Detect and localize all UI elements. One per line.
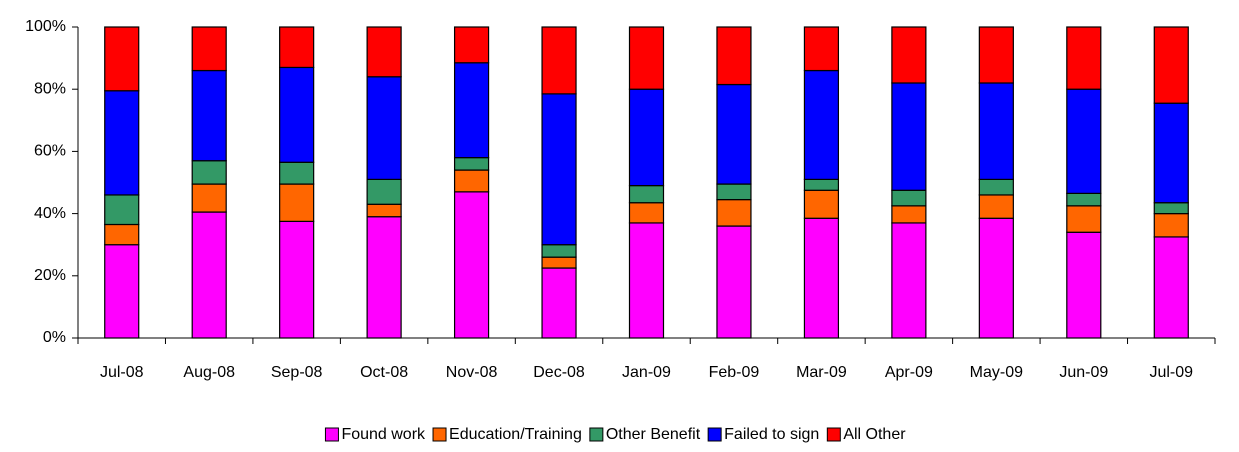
bar-segment <box>453 157 490 171</box>
bar-segment <box>541 256 577 269</box>
bar-segment <box>453 26 490 64</box>
bar-segment <box>716 83 752 185</box>
bar-segment <box>978 26 1014 84</box>
bar-segment <box>891 189 927 207</box>
bar-segment <box>191 183 227 213</box>
bar-segment <box>803 217 840 339</box>
bar-segment <box>891 205 927 224</box>
legend-label: Failed to sign <box>724 426 819 443</box>
bar-segment <box>104 223 140 246</box>
bar-segment <box>803 178 840 191</box>
bar-segment <box>366 178 402 205</box>
bar-segment <box>1066 205 1102 233</box>
x-tick-label: Oct-08 <box>360 364 408 381</box>
y-tick-label: 60% <box>34 143 66 160</box>
x-tick-label: Dec-08 <box>533 364 585 381</box>
bar-segment <box>628 88 665 187</box>
y-tick-label: 80% <box>34 80 66 97</box>
bar-segment <box>628 222 665 339</box>
y-tick-label: 100% <box>25 18 66 35</box>
bar-segment <box>716 183 752 201</box>
y-tick-label: 40% <box>34 205 66 222</box>
x-tick-label: Feb-09 <box>709 364 760 381</box>
bar-segment <box>541 93 577 246</box>
bar-segment <box>803 69 840 180</box>
legend-swatch <box>707 427 722 442</box>
legend-label: Other Benefit <box>606 426 701 443</box>
bar-segment <box>191 26 227 72</box>
bar-segment <box>104 90 140 196</box>
bar-segment <box>978 217 1014 339</box>
bar-segment <box>1066 192 1102 207</box>
bar-segment <box>628 26 665 90</box>
bar-segment <box>104 244 140 339</box>
bar-segment <box>366 203 402 218</box>
legend-label: Found work <box>341 426 426 443</box>
legend-swatch <box>432 427 447 442</box>
legend-swatch <box>826 427 841 442</box>
x-tick-label: Apr-09 <box>885 364 933 381</box>
bar-segment <box>1153 26 1189 104</box>
bar-segment <box>453 169 490 193</box>
x-tick-label: Jan-09 <box>622 364 671 381</box>
x-tick-label: Jul-09 <box>1149 364 1193 381</box>
bar-segment <box>891 26 927 84</box>
bar-segment <box>978 178 1014 196</box>
bar-segment <box>1153 236 1189 339</box>
bar-segment <box>541 244 577 258</box>
bar-segment <box>279 183 315 222</box>
bar-segment <box>279 26 315 69</box>
bar-segment <box>366 26 402 78</box>
bar-segment <box>1066 88 1102 194</box>
bar-segment <box>891 222 927 339</box>
bar-segment <box>541 26 577 95</box>
bar-segment <box>716 26 752 86</box>
bar-segment <box>279 161 315 185</box>
y-tick-label: 0% <box>43 329 66 346</box>
x-tick-label: Jun-09 <box>1059 364 1108 381</box>
legend-label: Education/Training <box>449 426 582 443</box>
legend-swatch <box>324 427 339 442</box>
bar-segment <box>279 220 315 339</box>
bar-segment <box>1153 202 1189 215</box>
x-tick-label: Sep-08 <box>271 364 323 381</box>
bar-segment <box>366 76 402 180</box>
bar-segment <box>104 194 140 226</box>
bar-segment <box>541 267 577 339</box>
x-tick-label: Jul-08 <box>100 364 144 381</box>
bar-segment <box>366 216 402 339</box>
legend-swatch <box>589 427 604 442</box>
bar-segment <box>803 189 840 219</box>
bar-segment <box>191 160 227 185</box>
x-tick-label: Nov-08 <box>446 364 498 381</box>
bar-segment <box>716 199 752 227</box>
y-tick-label: 20% <box>34 267 66 284</box>
legend-label: All Other <box>843 426 906 443</box>
bar-segment <box>716 225 752 339</box>
bar-segment <box>191 69 227 162</box>
bar-segment <box>1153 213 1189 238</box>
bar-segment <box>453 191 490 339</box>
bar-segment <box>1066 231 1102 339</box>
bar-segment <box>628 185 665 204</box>
x-tick-label: Mar-09 <box>796 364 847 381</box>
bar-segment <box>1066 26 1102 90</box>
bar-segment <box>1153 102 1189 204</box>
bar-segment <box>803 26 840 72</box>
bar-segment <box>978 194 1014 219</box>
bar-segment <box>891 82 927 191</box>
bar-segment <box>191 211 227 339</box>
bar-segment <box>104 26 140 92</box>
bar-segment <box>978 82 1014 180</box>
x-tick-label: May-09 <box>970 364 1023 381</box>
bar-segment <box>453 62 490 159</box>
bar-segment <box>628 202 665 224</box>
bar-segment <box>279 66 315 163</box>
x-tick-label: Aug-08 <box>183 364 235 381</box>
